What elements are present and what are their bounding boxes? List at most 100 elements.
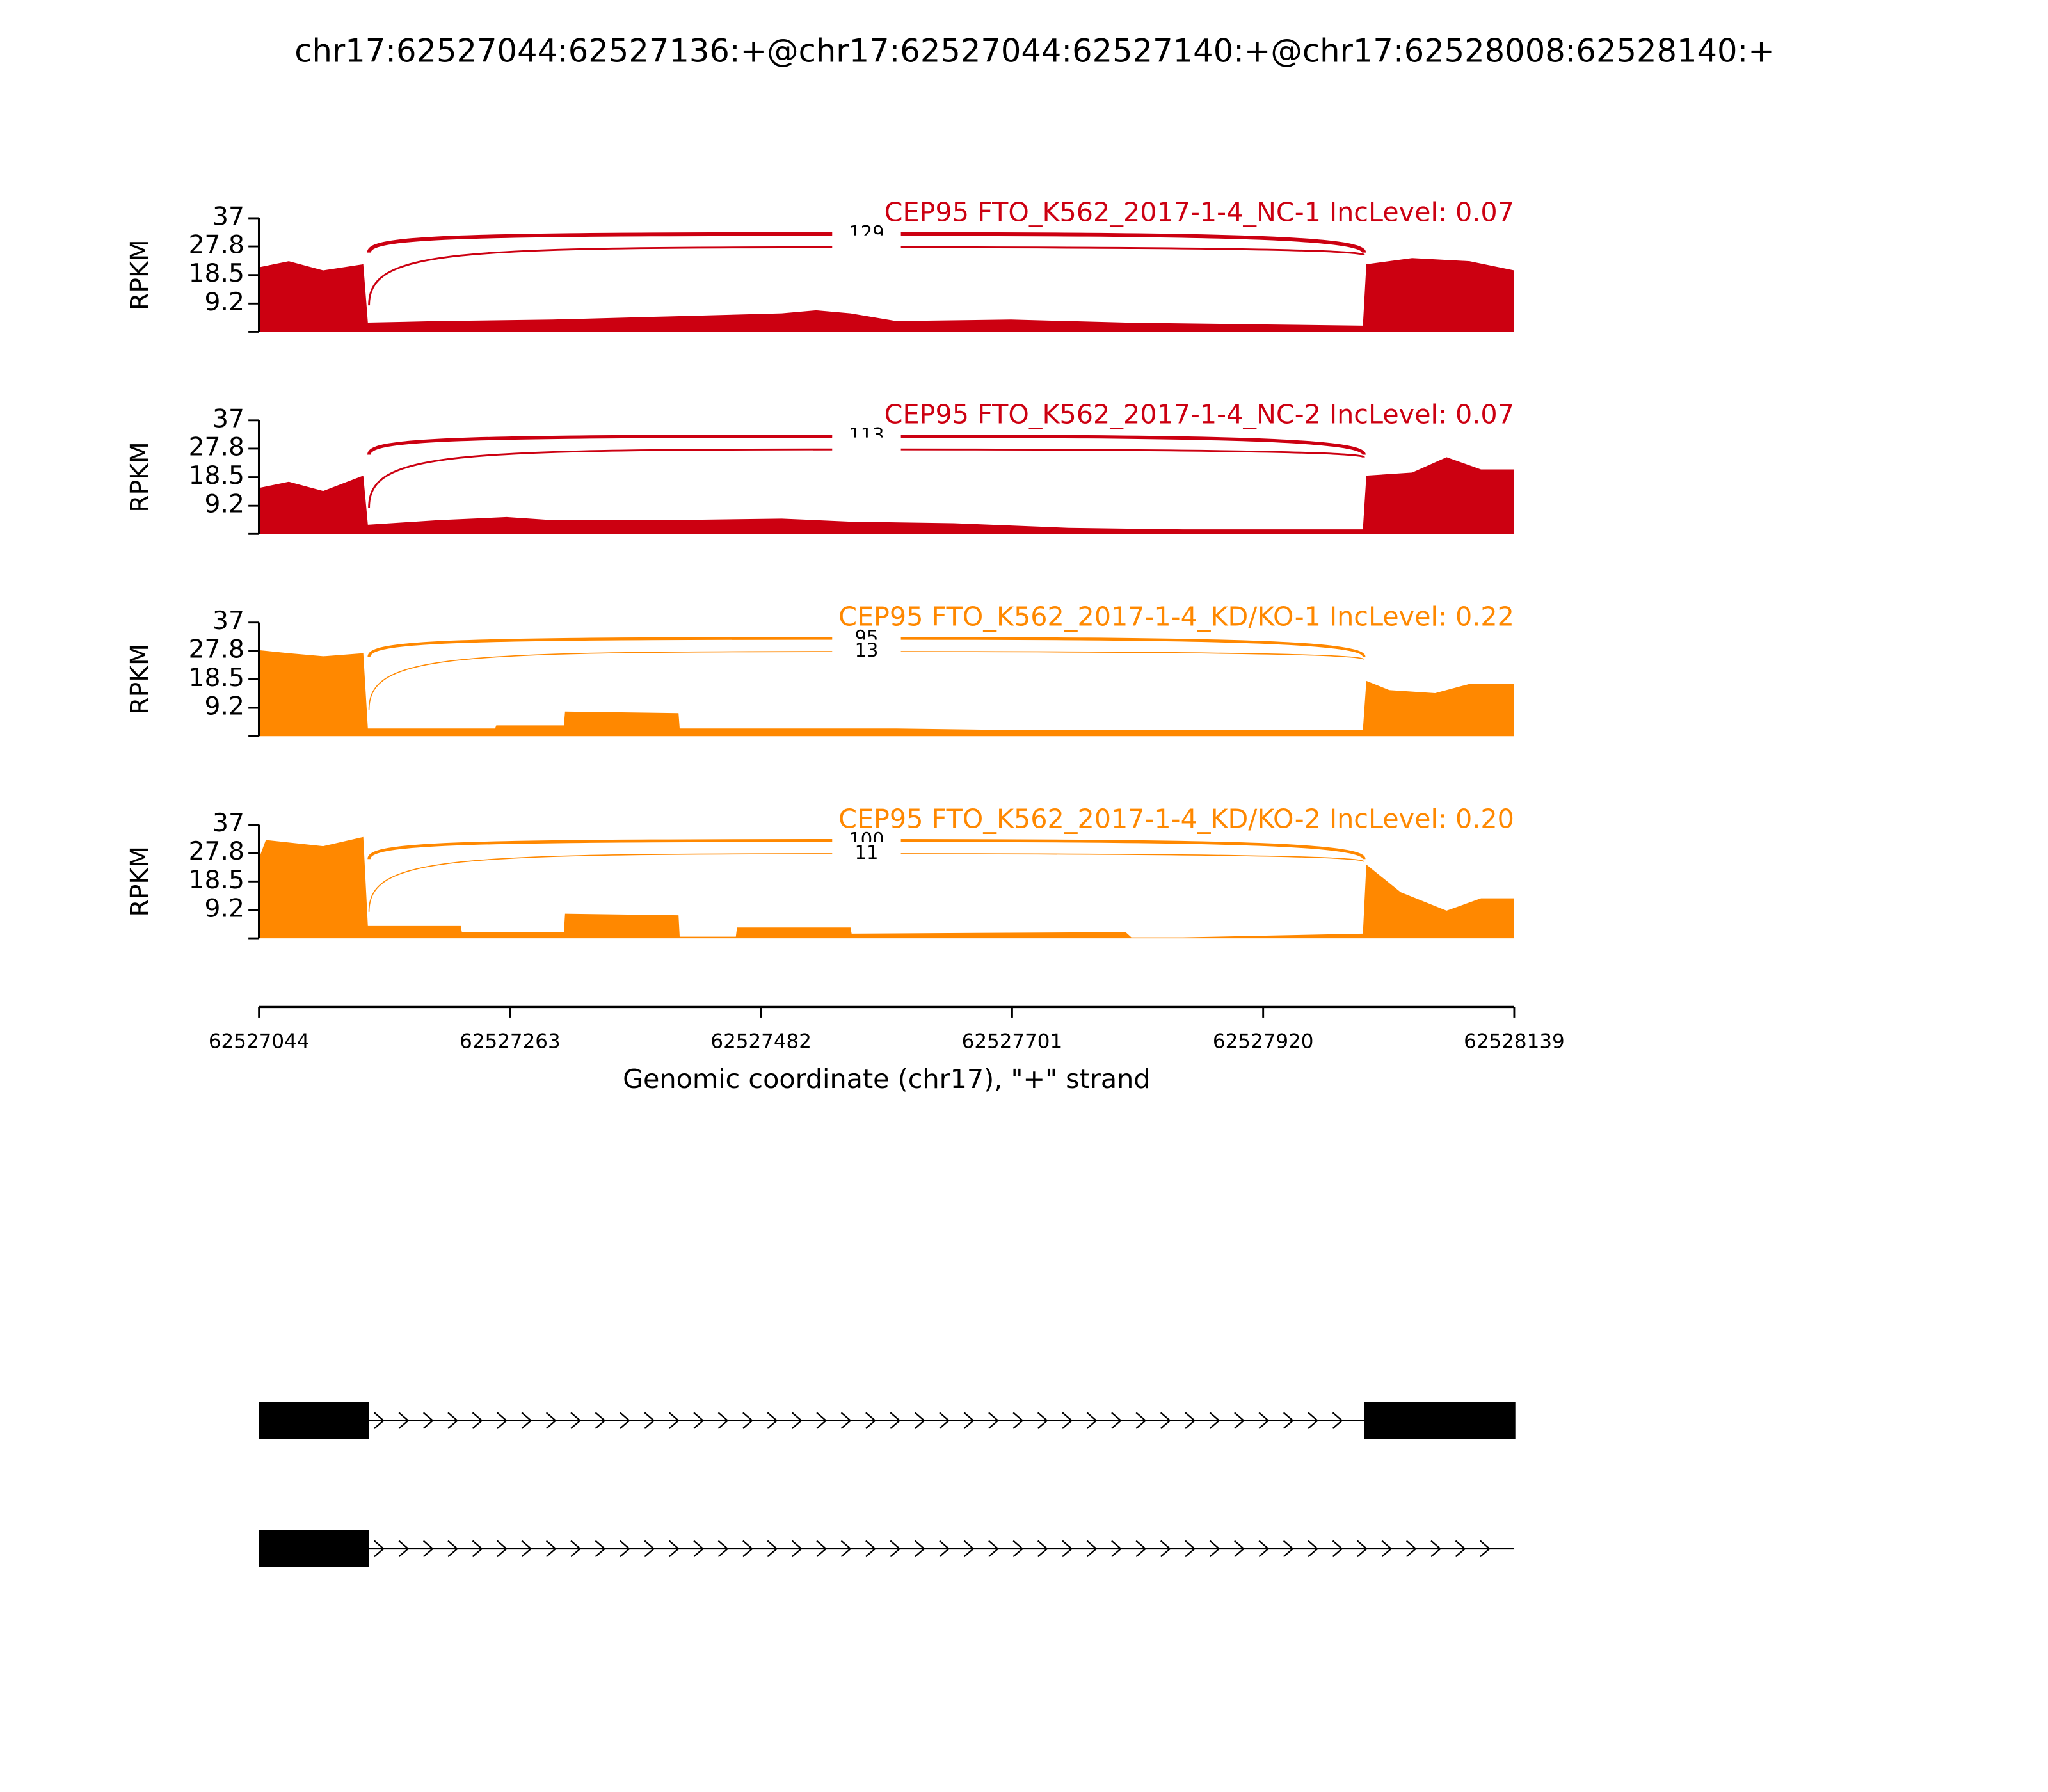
y-tick-label: 37 (212, 607, 244, 636)
x-axis-label: Genomic coordinate (chr17), "+" strand (623, 1064, 1150, 1094)
strand-chevron (545, 1412, 557, 1429)
strand-chevron (521, 1412, 532, 1429)
junction-count: 11 (855, 842, 879, 863)
strand-chevron (447, 1540, 459, 1558)
strand-chevron (767, 1540, 778, 1558)
panel-title: CEP95 FTO_K562_2017-1-4_NC-1 IncLevel: 0… (884, 197, 1514, 228)
y-tick-label: 27.8 (189, 231, 244, 260)
x-tick-label: 62527044 (209, 1030, 310, 1053)
x-tick-label: 62528139 (1464, 1030, 1565, 1053)
x-tick-label: 62527482 (710, 1030, 812, 1053)
exon (259, 1530, 369, 1567)
strand-chevron (1332, 1540, 1343, 1558)
strand-chevron (570, 1412, 582, 1429)
strand-chevron (1258, 1540, 1270, 1558)
strand-chevron (1185, 1540, 1196, 1558)
strand-chevron (791, 1540, 803, 1558)
strand-chevron (1283, 1540, 1294, 1558)
y-axis-label: RPKM (125, 442, 154, 512)
y-tick-label: 37 (212, 404, 244, 433)
strand-chevron (1086, 1412, 1098, 1429)
strand-chevron (472, 1540, 483, 1558)
y-tick-label: 37 (212, 809, 244, 838)
strand-chevron (963, 1412, 975, 1429)
strand-chevron (1430, 1540, 1442, 1558)
strand-chevron (1062, 1412, 1073, 1429)
strand-chevron (422, 1540, 434, 1558)
y-axis-label: RPKM (125, 846, 154, 916)
strand-chevron (1209, 1412, 1220, 1429)
strand-chevron (644, 1412, 655, 1429)
strand-chevron (1037, 1540, 1048, 1558)
junction-label-box (832, 437, 901, 461)
strand-chevron (1209, 1540, 1220, 1558)
strand-chevron (939, 1412, 950, 1429)
strand-chevron (374, 1412, 385, 1429)
strand-chevron (1357, 1540, 1368, 1558)
strand-chevron (1381, 1540, 1393, 1558)
exon (259, 1402, 369, 1439)
strand-chevron (1111, 1540, 1123, 1558)
strand-chevron (693, 1412, 705, 1429)
coverage-area (259, 650, 1514, 737)
strand-chevron (1012, 1540, 1024, 1558)
strand-chevron (816, 1412, 828, 1429)
strand-chevron (668, 1412, 680, 1429)
panel-title: CEP95 FTO_K562_2017-1-4_KD/KO-1 IncLevel… (838, 601, 1514, 632)
y-tick-label: 18.5 (189, 866, 244, 895)
strand-chevron (497, 1540, 508, 1558)
strand-chevron (865, 1540, 877, 1558)
strand-chevron (816, 1540, 828, 1558)
strand-chevron (472, 1412, 483, 1429)
strand-chevron (890, 1412, 901, 1429)
strand-chevron (620, 1540, 631, 1558)
y-tick-label: 9.2 (205, 490, 244, 519)
y-tick-label: 18.5 (189, 259, 244, 288)
x-tick-label: 62527263 (460, 1030, 561, 1053)
y-axis-label: RPKM (125, 644, 154, 714)
strand-chevron (1480, 1540, 1491, 1558)
strand-chevron (840, 1412, 852, 1429)
strand-chevron (1111, 1412, 1123, 1429)
strand-chevron (545, 1540, 557, 1558)
strand-chevron (988, 1412, 1000, 1429)
coverage-area (259, 457, 1514, 534)
strand-chevron (1455, 1540, 1466, 1558)
strand-chevron (374, 1540, 385, 1558)
strand-chevron (521, 1540, 532, 1558)
junction-label-box (832, 235, 901, 259)
strand-chevron (767, 1412, 778, 1429)
strand-chevron (963, 1540, 975, 1558)
strand-chevron (1283, 1412, 1294, 1429)
strand-chevron (1012, 1412, 1024, 1429)
strand-chevron (988, 1540, 1000, 1558)
strand-chevron (398, 1540, 410, 1558)
strand-chevron (1135, 1412, 1147, 1429)
y-tick-label: 27.8 (189, 837, 244, 866)
strand-chevron (939, 1540, 950, 1558)
x-tick-label: 62527701 (962, 1030, 1063, 1053)
y-tick-label: 9.2 (205, 894, 244, 923)
strand-chevron (1258, 1412, 1270, 1429)
y-tick-label: 27.8 (189, 433, 244, 461)
strand-chevron (570, 1540, 582, 1558)
strand-chevron (1160, 1412, 1171, 1429)
strand-chevron (840, 1540, 852, 1558)
strand-chevron (1135, 1540, 1147, 1558)
strand-chevron (1234, 1412, 1245, 1429)
strand-chevron (1185, 1412, 1196, 1429)
strand-chevron (742, 1540, 754, 1558)
strand-chevron (1086, 1540, 1098, 1558)
strand-chevron (693, 1540, 705, 1558)
strand-chevron (1062, 1540, 1073, 1558)
strand-chevron (668, 1540, 680, 1558)
strand-chevron (497, 1412, 508, 1429)
y-tick-label: 9.2 (205, 288, 244, 317)
strand-chevron (742, 1412, 754, 1429)
strand-chevron (1332, 1412, 1343, 1429)
strand-chevron (620, 1412, 631, 1429)
strand-chevron (644, 1540, 655, 1558)
strand-chevron (1234, 1540, 1245, 1558)
